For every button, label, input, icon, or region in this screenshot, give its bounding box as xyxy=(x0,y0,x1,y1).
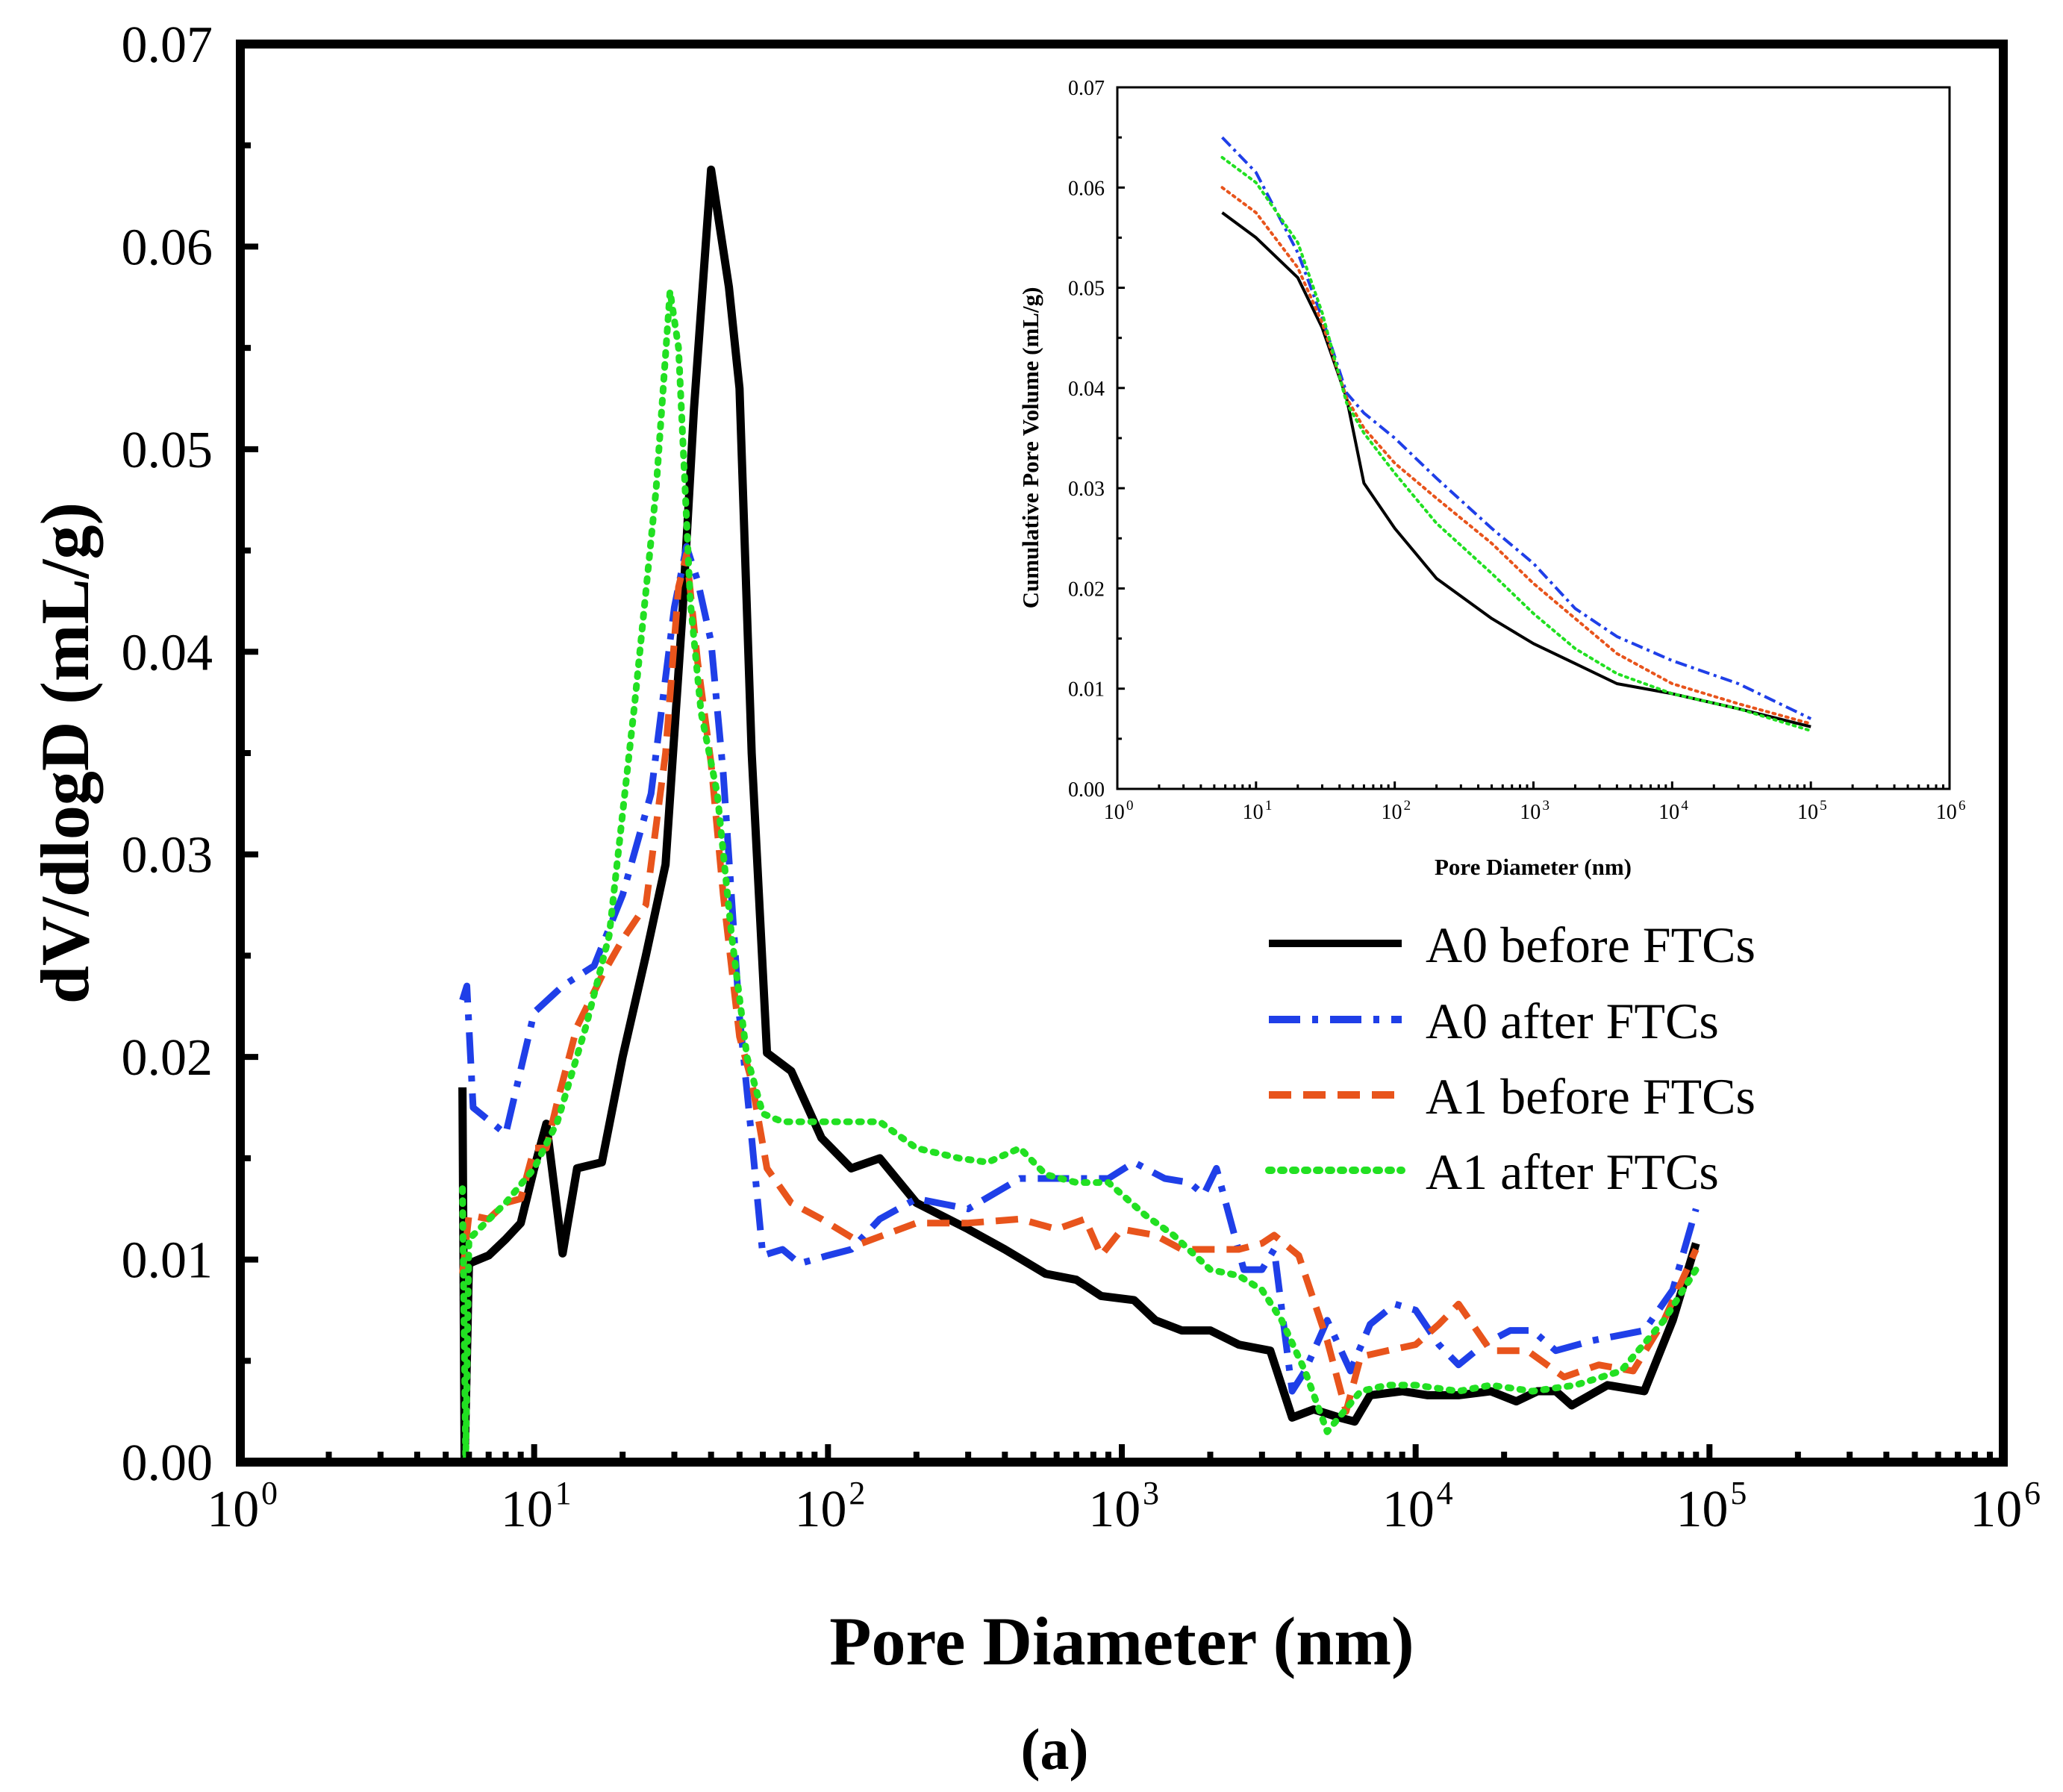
main-y-tick-label: 0.01 xyxy=(122,1232,213,1290)
inset-x-tick-base: 10 xyxy=(1381,801,1402,824)
legend-item-a0-after: A0 after FTCs xyxy=(1269,993,1719,1049)
inset-tick-marks xyxy=(1116,86,1951,790)
main-x-axis-title: Pore Diameter (nm) xyxy=(829,1603,1414,1679)
main-tick-marks xyxy=(237,41,2006,1465)
inset-y-tick-label: 0.03 xyxy=(1068,478,1105,501)
inset-x-tick-base: 10 xyxy=(1658,801,1679,824)
inset-x-tick-label: 10 6 xyxy=(1936,798,1966,824)
main-x-tick-label: 10 4 xyxy=(1382,1475,1453,1538)
inset-x-tick-base: 10 xyxy=(1797,801,1818,824)
main-x-tick-label: 10 5 xyxy=(1676,1475,1747,1538)
inset-y-tick-label: 0.04 xyxy=(1068,378,1105,401)
legend-label-a0-before: A0 before FTCs xyxy=(1426,917,1755,973)
legend-label-a1-after: A1 after FTCs xyxy=(1426,1143,1719,1200)
main-x-tick-base: 10 xyxy=(795,1481,847,1538)
inset-y-tick-label: 0.02 xyxy=(1068,578,1105,601)
main-x-tick-exponent: 1 xyxy=(555,1475,572,1511)
inset-x-tick-exponent: 3 xyxy=(1543,798,1550,814)
inset-series-a1-before-ftcs xyxy=(1220,186,1813,725)
inset-x-tick-labels: 10 0 10 1 10 2 10 3 10 4 10 5 10 6 xyxy=(1104,798,1966,824)
inset-x-tick-label: 10 5 xyxy=(1797,798,1827,824)
main-y-axis-title: dV/dlogD (mL/g) xyxy=(27,502,103,1004)
main-x-tick-exponent: 6 xyxy=(2024,1475,2041,1511)
main-x-tick-exponent: 2 xyxy=(849,1475,865,1511)
inset-y-tick-label: 0.06 xyxy=(1068,177,1105,200)
main-x-tick-label: 10 2 xyxy=(795,1475,866,1538)
main-y-tick-labels: 0.00 0.01 0.02 0.03 0.04 0.05 0.06 0.07 xyxy=(122,16,213,1492)
inset-x-tick-base: 10 xyxy=(1104,801,1125,824)
inset-y-tick-label: 0.05 xyxy=(1068,278,1105,301)
inset-plot-frame xyxy=(1116,86,1951,790)
legend-item-a0-before: A0 before FTCs xyxy=(1269,917,1755,973)
figure-caption: (a) xyxy=(1021,1717,1089,1782)
inset-y-tick-labels: 0.00 0.01 0.02 0.03 0.04 0.05 0.06 0.07 xyxy=(1068,77,1105,802)
inset-x-tick-exponent: 4 xyxy=(1681,798,1688,814)
legend: A0 before FTCs A0 after FTCs A1 before F… xyxy=(1265,917,1755,1200)
inset-y-axis-title: Cumulative Pore Volume (mL/g) xyxy=(1017,287,1043,609)
legend-item-a1-before: A1 before FTCs xyxy=(1269,1068,1755,1125)
inset-x-tick-exponent: 0 xyxy=(1126,798,1134,814)
main-x-tick-label: 10 1 xyxy=(501,1475,572,1538)
main-x-tick-label: 10 0 xyxy=(207,1475,278,1538)
main-series-a1-after-ftcs xyxy=(459,287,1700,1466)
main-x-tick-exponent: 3 xyxy=(1143,1475,1159,1511)
main-y-tick-label: 0.03 xyxy=(122,827,213,884)
inset-y-tick-label: 0.00 xyxy=(1068,778,1105,802)
main-x-tick-base: 10 xyxy=(501,1481,553,1538)
inset-x-tick-label: 10 4 xyxy=(1658,798,1688,824)
main-x-tick-labels: 10 0 10 1 10 2 10 3 10 4 10 5 10 6 xyxy=(207,1475,2041,1538)
inset-x-tick-label: 10 1 xyxy=(1243,798,1273,824)
main-y-tick-label: 0.06 xyxy=(122,219,213,276)
main-x-tick-base: 10 xyxy=(1970,1481,2022,1538)
inset-x-tick-label: 10 0 xyxy=(1104,798,1134,824)
inset-x-tick-label: 10 2 xyxy=(1381,798,1411,824)
main-x-tick-base: 10 xyxy=(1676,1481,1729,1538)
main-y-tick-label: 0.07 xyxy=(122,16,213,74)
inset-x-tick-exponent: 6 xyxy=(1959,798,1966,814)
main-x-tick-exponent: 0 xyxy=(261,1475,278,1511)
main-chart: 0.000.010.020.030.040.050.060.07 10 0 10 1 1… xyxy=(27,16,2041,1679)
inset-x-tick-exponent: 5 xyxy=(1820,798,1827,814)
main-x-tick-exponent: 4 xyxy=(1437,1475,1453,1511)
inset-series-a0-after-ftcs xyxy=(1221,136,1812,720)
main-x-tick-base: 10 xyxy=(207,1481,259,1538)
inset-x-tick-base: 10 xyxy=(1520,801,1541,824)
inset-plot-area xyxy=(1220,136,1813,733)
main-series-a0-before-ftcs xyxy=(458,165,1700,1467)
inset-x-axis-title: Pore Diameter (nm) xyxy=(1435,854,1632,880)
main-y-tick-label: 0.04 xyxy=(122,624,213,681)
main-y-tick-label: 0.00 xyxy=(122,1434,213,1492)
main-x-tick-label: 10 6 xyxy=(1970,1475,2041,1538)
inset-x-tick-exponent: 1 xyxy=(1265,798,1273,814)
legend-label-a0-after: A0 after FTCs xyxy=(1426,993,1719,1049)
inset-series-a1-after-ftcs xyxy=(1220,156,1813,733)
main-x-tick-exponent: 5 xyxy=(1730,1475,1747,1511)
inset-series-a0-before-ftcs xyxy=(1221,211,1811,728)
main-x-tick-label: 10 3 xyxy=(1088,1475,1159,1538)
legend-label-a1-before: A1 before FTCs xyxy=(1426,1068,1755,1125)
inset-chart: 0.000.010.020.030.040.050.060.07 10 0 10 1 1… xyxy=(1017,77,1966,880)
inset-x-tick-base: 10 xyxy=(1243,801,1264,824)
inset-y-tick-label: 0.07 xyxy=(1068,77,1105,100)
inset-x-tick-exponent: 2 xyxy=(1404,798,1411,814)
main-x-tick-base: 10 xyxy=(1088,1481,1140,1538)
inset-x-tick-base: 10 xyxy=(1936,801,1957,824)
inset-y-tick-label: 0.01 xyxy=(1068,678,1105,702)
inset-x-tick-label: 10 3 xyxy=(1520,798,1549,824)
main-y-tick-label: 0.05 xyxy=(122,422,213,479)
legend-item-a1-after: A1 after FTCs xyxy=(1265,1143,1719,1200)
main-x-tick-base: 10 xyxy=(1382,1481,1435,1538)
main-y-tick-label: 0.02 xyxy=(122,1029,213,1087)
main-plot-area xyxy=(458,165,1700,1467)
